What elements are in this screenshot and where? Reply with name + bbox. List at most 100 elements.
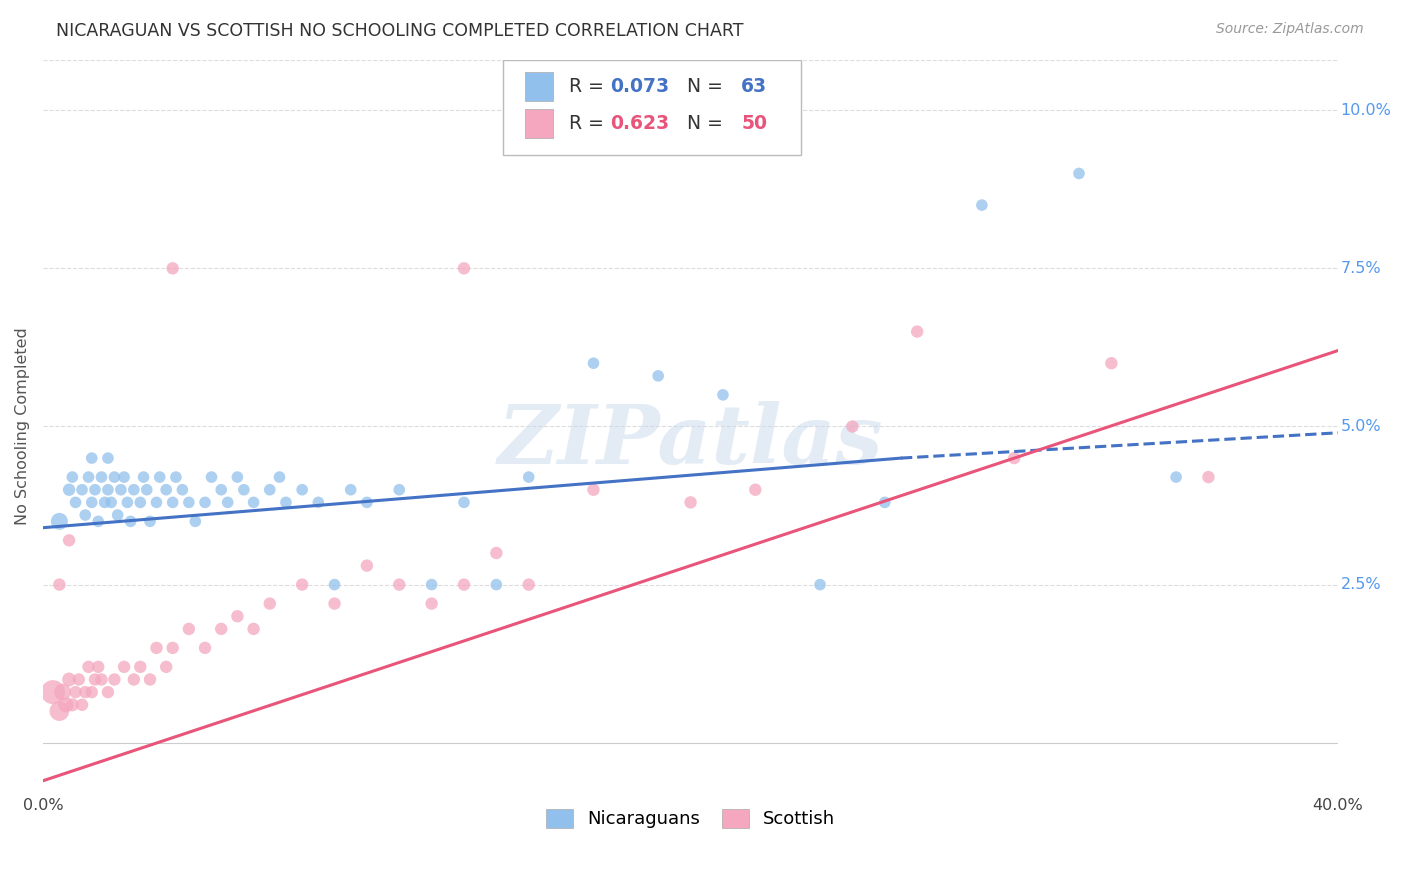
Point [129,660,152,674]
Point [339,483,361,497]
Point [80,685,103,699]
Point [517,470,540,484]
Text: 0.073: 0.073 [610,78,669,96]
Text: R =: R = [569,114,610,133]
Point [58,533,80,548]
Text: 0.623: 0.623 [610,114,669,133]
Point [194,495,217,509]
Point [420,597,443,611]
Point [453,261,475,276]
Point [65,495,87,509]
Point [135,483,157,497]
Point [112,470,135,484]
Point [75,508,97,522]
Point [582,483,605,497]
Point [1099,356,1122,370]
Point [517,577,540,591]
Bar [524,109,554,138]
Point [60,470,83,484]
Point [307,495,329,509]
Point [209,483,232,497]
Point [323,597,346,611]
Point [453,495,475,509]
Text: 10.0%: 10.0% [1340,103,1392,118]
Point [155,660,177,674]
Point [84,483,107,497]
Point [110,483,132,497]
Point [485,577,508,591]
Point [77,470,100,484]
Point [122,673,145,687]
Text: NICARAGUAN VS SCOTTISH NO SCHOOLING COMPLETED CORRELATION CHART: NICARAGUAN VS SCOTTISH NO SCHOOLING COMP… [56,22,744,40]
Point [1164,470,1187,484]
Point [679,495,702,509]
Point [162,640,184,655]
Point [77,660,100,674]
Point [145,640,167,655]
Text: 7.5%: 7.5% [1340,260,1381,276]
Point [184,514,207,528]
Point [70,698,93,712]
Point [582,356,605,370]
Text: 50: 50 [741,114,768,133]
Point [291,577,314,591]
Text: R =: R = [569,78,610,96]
Point [103,470,125,484]
Point [155,483,177,497]
Point [388,483,411,497]
Point [132,470,155,484]
Point [120,514,142,528]
Point [200,470,222,484]
Point [1067,166,1090,180]
Point [112,660,135,674]
Text: ZIPatlas: ZIPatlas [498,401,883,481]
Point [84,673,107,687]
Point [117,495,139,509]
Point [80,451,103,466]
Point [149,470,172,484]
Point [711,388,734,402]
Point [274,495,297,509]
Point [90,673,112,687]
Point [162,495,184,509]
Text: N =: N = [675,114,728,133]
Point [217,495,239,509]
Text: N =: N = [675,78,728,96]
Point [97,483,120,497]
Point [970,198,993,212]
Point [1198,470,1220,484]
Point [122,483,145,497]
Point [87,514,110,528]
Point [242,622,264,636]
Point [744,483,766,497]
Point [52,685,75,699]
Point [388,577,411,591]
Point [226,470,249,484]
Point [70,483,93,497]
Point [905,325,928,339]
Point [647,368,669,383]
Point [356,495,378,509]
Point [194,640,217,655]
Point [97,685,120,699]
Text: 63: 63 [741,78,768,96]
Text: 5.0%: 5.0% [1340,419,1381,434]
Point [48,704,70,718]
Point [65,685,87,699]
Point [58,483,80,497]
FancyBboxPatch shape [503,60,800,155]
Point [1002,451,1025,466]
Point [232,483,254,497]
Point [87,660,110,674]
Point [259,597,281,611]
Point [209,622,232,636]
Point [48,577,70,591]
Point [107,508,129,522]
Point [55,698,77,712]
Point [100,495,122,509]
Point [485,546,508,560]
Point [177,495,200,509]
Legend: Nicaraguans, Scottish: Nicaraguans, Scottish [538,802,842,836]
Point [103,673,125,687]
Point [259,483,281,497]
